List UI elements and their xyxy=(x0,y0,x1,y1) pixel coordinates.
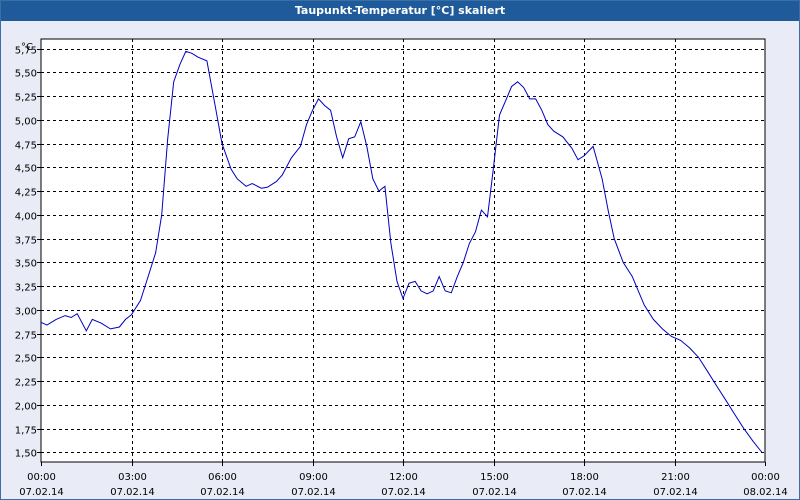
x-tick-date-label: 07.02.14 xyxy=(653,487,698,498)
y-tick-label: 3,25 xyxy=(15,283,37,294)
y-axis-unit-label: °C xyxy=(21,42,33,53)
x-tick-time-label: 21:00 xyxy=(661,472,690,483)
x-tick-date-label: 07.02.14 xyxy=(472,487,517,498)
y-tick-label: 2,25 xyxy=(15,378,37,389)
y-tick-label: 4,75 xyxy=(15,141,37,152)
y-tick-label: 3,50 xyxy=(15,259,37,270)
y-tick-label: 2,75 xyxy=(15,331,37,342)
x-tick-date-label: 08.02.14 xyxy=(743,487,788,498)
dewpoint-series-line xyxy=(40,50,763,453)
y-tick-label: 3,75 xyxy=(15,236,37,247)
y-tick-label: 4,00 xyxy=(15,212,37,223)
x-tick-time-label: 03:00 xyxy=(118,472,147,483)
y-tick-label: 5,75 xyxy=(15,46,37,57)
x-axis: 00:00 07.02.14 03:00 07.02.14 06:00 07.02.14 0… xyxy=(19,462,788,498)
vertical-grid xyxy=(132,39,676,462)
y-tick-label: 5,50 xyxy=(15,69,37,80)
y-tick-label: 1,75 xyxy=(15,426,37,437)
x-tick-time-label: 12:00 xyxy=(389,472,418,483)
chart: 5,75 5,50 5,25 5,00 4,75 4,50 4,25 4,00 3,75 3,50… xyxy=(15,38,788,498)
x-tick-date-label: 07.02.14 xyxy=(200,487,245,498)
y-tick-label: 1,50 xyxy=(15,449,37,460)
y-tick-label: 5,00 xyxy=(15,117,37,128)
x-tick-time-label: 18:00 xyxy=(570,472,599,483)
x-tick-date-label: 07.02.14 xyxy=(110,487,155,498)
x-tick-date-label: 07.02.14 xyxy=(381,487,426,498)
window-title: Taupunkt-Temperatur [°C] skaliert xyxy=(1,1,799,21)
x-tick-time-label: 06:00 xyxy=(208,472,237,483)
y-tick-label: 2,50 xyxy=(15,354,37,365)
y-tick-label: 4,50 xyxy=(15,164,37,175)
y-tick-label: 2,00 xyxy=(15,402,37,413)
x-tick-time-label: 00:00 xyxy=(751,472,780,483)
y-tick-label: 3,00 xyxy=(15,307,37,318)
x-tick-date-label: 07.02.14 xyxy=(291,487,336,498)
x-tick-time-label: 15:00 xyxy=(480,472,509,483)
x-tick-time-label: 09:00 xyxy=(299,472,328,483)
x-tick-date-label: 07.02.14 xyxy=(19,487,64,498)
y-axis: 5,75 5,50 5,25 5,00 4,75 4,50 4,25 4,00 3,75 3,50… xyxy=(15,46,41,460)
x-tick-date-label: 07.02.14 xyxy=(562,487,607,498)
y-tick-label: 5,25 xyxy=(15,93,37,104)
x-tick-time-label: 00:00 xyxy=(27,472,56,483)
y-tick-label: 4,25 xyxy=(15,188,37,199)
